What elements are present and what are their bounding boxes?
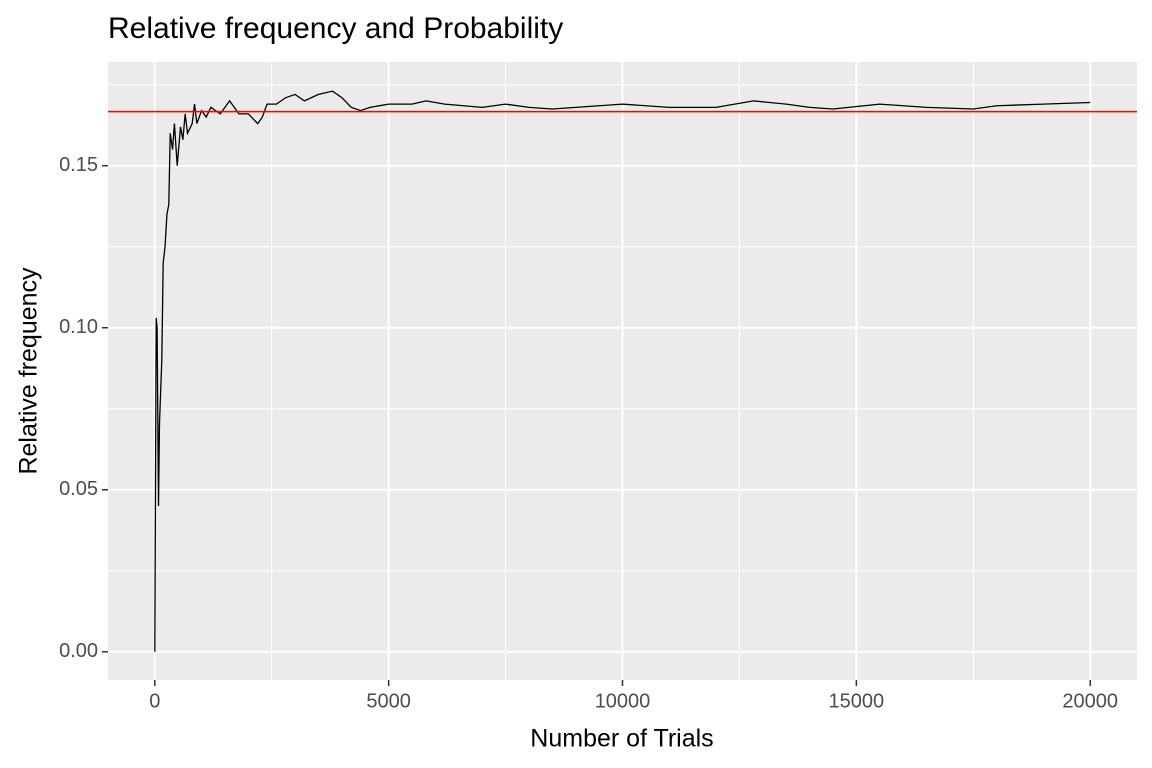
x-tick-label: 0 (149, 690, 160, 712)
x-tick-label: 20000 (1062, 690, 1118, 712)
y-axis-label: Relative frequency (15, 267, 43, 475)
y-tick-label: 0.15 (59, 154, 98, 176)
y-tick-label: 0.00 (59, 640, 98, 662)
y-tick-label: 0.05 (59, 478, 98, 500)
x-tick-label: 10000 (595, 690, 651, 712)
y-tick-label: 0.10 (59, 316, 98, 338)
chart-title: Relative frequency and Probability (108, 12, 563, 45)
x-tick-label: 15000 (829, 690, 885, 712)
x-axis-label: Number of Trials (530, 725, 713, 753)
x-tick-label: 5000 (366, 690, 411, 712)
data-line (154, 90, 1091, 652)
